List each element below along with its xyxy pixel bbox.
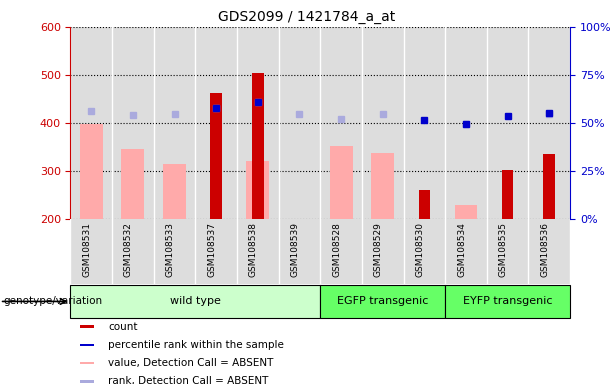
Text: GSM108532: GSM108532	[124, 222, 133, 277]
Text: value, Detection Call = ABSENT: value, Detection Call = ABSENT	[108, 358, 273, 368]
Bar	[252, 73, 264, 219]
Text: GSM108539: GSM108539	[291, 222, 300, 277]
Bar	[80, 344, 94, 346]
Bar	[246, 161, 269, 219]
Text: GSM108536: GSM108536	[540, 222, 549, 277]
Bar	[419, 190, 430, 219]
Text: EYFP transgenic: EYFP transgenic	[463, 296, 552, 306]
Text: GSM108529: GSM108529	[374, 222, 383, 277]
Text: GSM108537: GSM108537	[207, 222, 216, 277]
Bar	[455, 205, 478, 219]
Text: GSM108530: GSM108530	[416, 222, 424, 277]
Text: wild type: wild type	[170, 296, 221, 306]
Bar	[371, 153, 394, 219]
Text: rank, Detection Call = ABSENT: rank, Detection Call = ABSENT	[108, 376, 268, 384]
Text: percentile rank within the sample: percentile rank within the sample	[108, 340, 284, 350]
Bar	[210, 93, 222, 219]
Text: GSM108538: GSM108538	[249, 222, 258, 277]
Bar	[330, 146, 352, 219]
Text: GSM108535: GSM108535	[498, 222, 508, 277]
Bar	[445, 285, 570, 318]
Text: EGFP transgenic: EGFP transgenic	[337, 296, 428, 306]
Bar	[320, 285, 445, 318]
Text: GDS2099 / 1421784_a_at: GDS2099 / 1421784_a_at	[218, 10, 395, 23]
Bar	[80, 380, 94, 382]
Text: GSM108528: GSM108528	[332, 222, 341, 277]
Bar	[121, 149, 145, 219]
Bar	[70, 285, 320, 318]
Text: count: count	[108, 321, 137, 331]
Bar	[80, 325, 94, 328]
Bar	[544, 154, 555, 219]
Text: genotype/variation: genotype/variation	[3, 296, 102, 306]
Bar	[80, 124, 103, 219]
Text: GSM108533: GSM108533	[166, 222, 175, 277]
Bar	[80, 362, 94, 364]
Text: GSM108531: GSM108531	[82, 222, 91, 277]
Bar	[163, 164, 186, 219]
Text: GSM108534: GSM108534	[457, 222, 466, 277]
Bar	[502, 170, 514, 219]
